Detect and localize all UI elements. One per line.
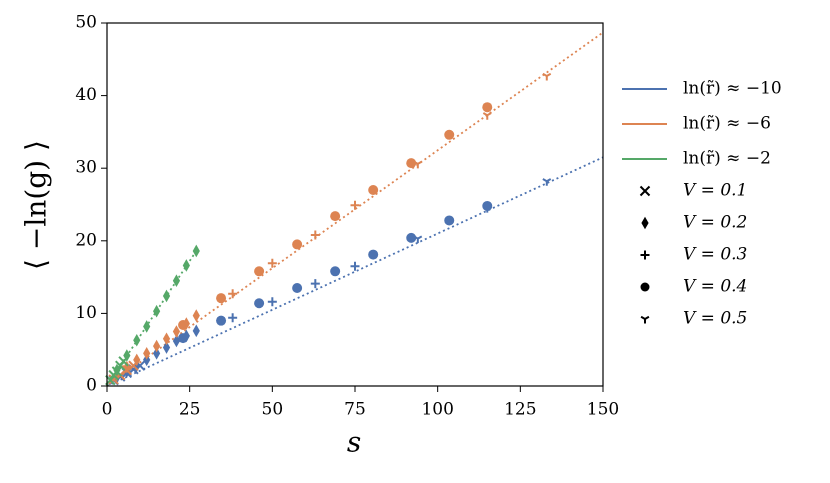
- data-point: [482, 112, 492, 120]
- data-point: [368, 184, 379, 195]
- data-point: [172, 325, 181, 338]
- legend-label: ln(r̃) ≈ −6: [683, 114, 771, 134]
- legend-marker: [639, 185, 651, 197]
- legend-marker: [640, 250, 650, 260]
- data-point: [192, 244, 200, 258]
- y-tick-label: 30: [75, 158, 97, 178]
- legend-label: ln(r̃) ≈ −10: [683, 79, 782, 99]
- data-point: [143, 353, 151, 367]
- data-point: [162, 332, 171, 346]
- y-tick-label: 50: [75, 13, 97, 33]
- legend-marker: [641, 216, 649, 230]
- fit-line: [106, 31, 604, 387]
- legend-label: V = 0.2: [683, 213, 747, 233]
- data-point: [143, 347, 151, 360]
- data-point: [153, 347, 161, 360]
- legend-label: V = 0.4: [683, 277, 747, 297]
- plot-frame: [106, 22, 604, 387]
- y-axis-label: ⟨ −ln(g) ⟩: [20, 140, 53, 270]
- legend-label: V = 0.3: [683, 245, 747, 265]
- data-point: [228, 289, 238, 299]
- data-point: [482, 205, 492, 213]
- y-tick-label: 40: [75, 85, 97, 105]
- data-point: [444, 215, 455, 226]
- data-point: [482, 102, 493, 113]
- data-point: [133, 333, 141, 347]
- data-point: [310, 279, 320, 289]
- data-point: [542, 178, 552, 186]
- fit-line: [106, 156, 604, 387]
- data-point: [330, 266, 341, 277]
- x-tick-label: 75: [344, 400, 366, 420]
- data-point: [178, 320, 189, 331]
- y-tick-label: 20: [75, 230, 97, 250]
- data-point: [113, 363, 121, 377]
- data-point: [482, 200, 493, 211]
- data-point: [350, 261, 360, 271]
- data-point: [153, 339, 161, 353]
- x-tick-label: 125: [504, 400, 536, 420]
- legend-label: ln(r̃) ≈ −2: [683, 149, 771, 169]
- x-tick-label: 0: [102, 400, 113, 420]
- data-point: [123, 349, 131, 362]
- data-point: [254, 266, 265, 277]
- data-point: [228, 313, 238, 323]
- data-point: [153, 304, 161, 318]
- data-point: [350, 200, 360, 210]
- x-tick-label: 50: [262, 400, 284, 420]
- data-point: [133, 353, 141, 367]
- data-point: [310, 230, 320, 240]
- data-point: [162, 289, 171, 303]
- legend-label: V = 0.1: [683, 181, 747, 201]
- data-point: [162, 341, 171, 354]
- y-tick-label: 10: [75, 303, 97, 323]
- data-point: [267, 297, 277, 307]
- x-tick-label: 150: [587, 400, 619, 420]
- y-tick-label: 0: [86, 376, 97, 396]
- legend-label: V = 0.5: [683, 309, 747, 329]
- x-tick-label: 25: [179, 400, 201, 420]
- data-point: [368, 249, 379, 260]
- data-point: [406, 232, 417, 243]
- data-point: [143, 320, 151, 333]
- data-point: [192, 309, 200, 322]
- data-point: [413, 160, 423, 169]
- data-point: [413, 235, 423, 244]
- data-point: [172, 274, 181, 288]
- data-point: [172, 334, 181, 348]
- data-point: [292, 239, 303, 250]
- x-axis-label: s: [347, 426, 361, 459]
- data-point: [406, 158, 417, 169]
- data-point: [216, 293, 227, 304]
- data-point: [254, 298, 265, 309]
- legend-marker: [640, 282, 650, 292]
- legend-marker: [640, 315, 650, 324]
- data-point: [292, 282, 303, 293]
- data-point: [182, 259, 190, 272]
- data-point: [216, 315, 227, 326]
- data-point: [330, 211, 341, 222]
- data-point: [542, 72, 552, 81]
- data-point: [267, 258, 277, 268]
- x-tick-label: 100: [421, 400, 453, 420]
- data-point: [178, 333, 189, 344]
- data-point: [192, 324, 200, 338]
- data-point: [444, 129, 455, 140]
